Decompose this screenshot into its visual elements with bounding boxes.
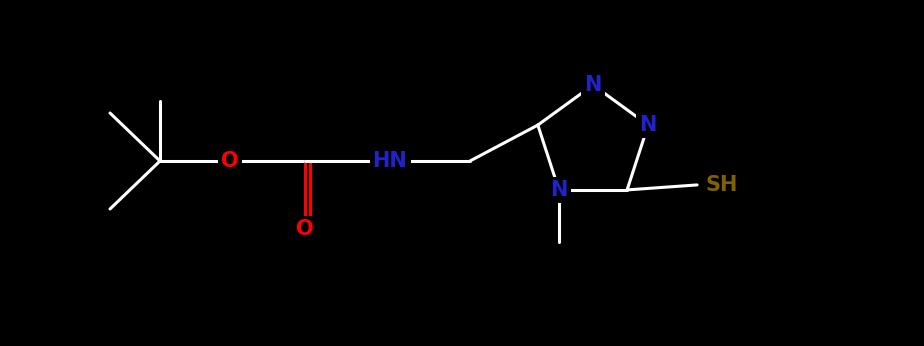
Text: N: N (550, 180, 567, 200)
Text: O: O (297, 219, 314, 239)
Text: N: N (584, 75, 602, 95)
Text: HN: HN (372, 151, 407, 171)
Text: SH: SH (706, 175, 738, 195)
Text: O: O (221, 151, 238, 171)
Text: N: N (639, 115, 657, 135)
